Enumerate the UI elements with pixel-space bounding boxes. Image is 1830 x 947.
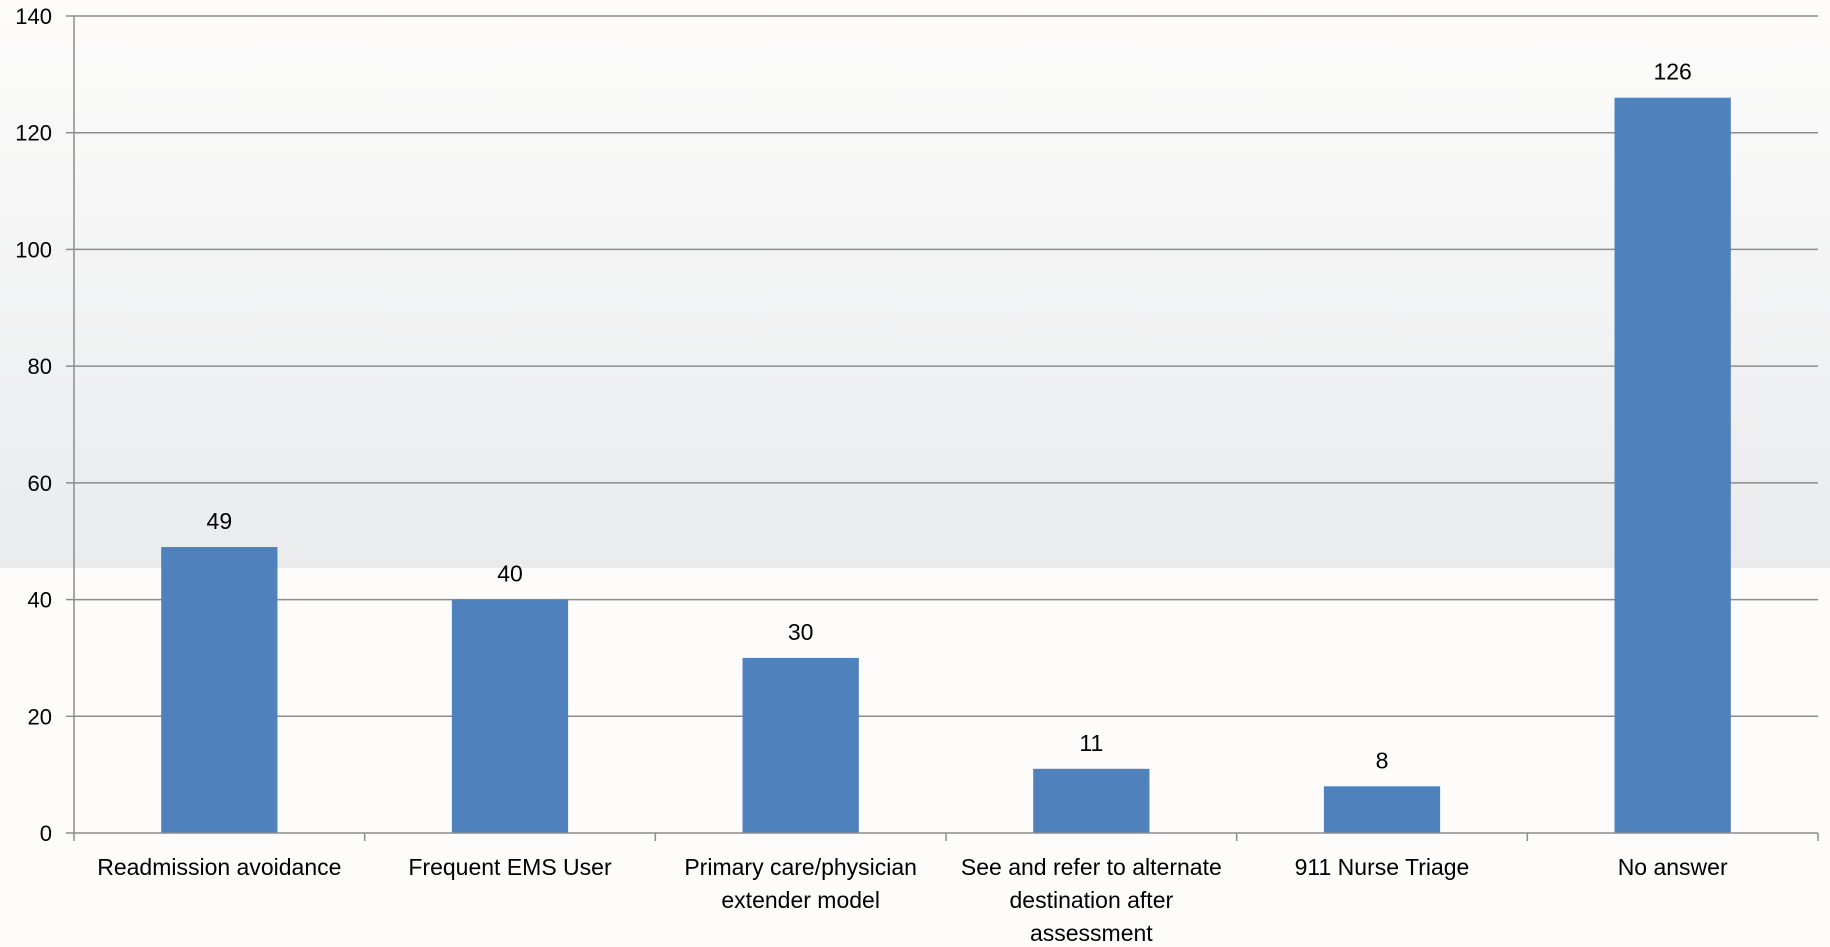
- x-category-label: Primary care/physician extender model: [684, 854, 917, 913]
- y-tick-label: 80: [28, 354, 52, 379]
- y-tick-label: 140: [15, 4, 52, 29]
- x-category-label: Readmission avoidance: [97, 854, 341, 880]
- data-label: 30: [788, 619, 814, 645]
- x-category-label-line: Primary care/physician: [684, 854, 917, 880]
- x-axis-labels: Readmission avoidance Frequent EMS User Pr…: [97, 854, 1728, 946]
- plot-background-band: [0, 0, 1830, 568]
- x-category-label-line: Frequent EMS User: [408, 854, 612, 880]
- bar: [451, 599, 569, 833]
- bar: [742, 657, 859, 833]
- axes: [73, 16, 1819, 841]
- data-label: 126: [1653, 59, 1691, 85]
- data-label: 11: [1079, 730, 1103, 756]
- y-tick-label: 120: [15, 121, 52, 146]
- data-label: 8: [1376, 747, 1389, 773]
- y-tick-label: 0: [40, 821, 52, 846]
- y-tick-label: 100: [15, 237, 52, 262]
- x-category-label-line: No answer: [1618, 854, 1728, 880]
- x-category-label-line: extender model: [721, 887, 880, 913]
- x-category-label: No answer: [1618, 854, 1728, 880]
- gridlines: [74, 15, 1818, 718]
- data-label: 40: [497, 561, 523, 587]
- data-label: 49: [207, 508, 233, 534]
- y-tick-label: 40: [28, 588, 52, 613]
- x-category-label-line: assessment: [1030, 920, 1153, 946]
- bars: [161, 97, 1731, 833]
- x-category-label: 911 Nurse Triage: [1295, 854, 1470, 880]
- y-axis-ticks: 0 20 40 60 80 100 120 140: [15, 4, 74, 846]
- x-category-label: See and refer to alternate destination af…: [961, 854, 1222, 946]
- x-category-label-line: destination after: [1009, 887, 1173, 913]
- bar: [161, 547, 278, 833]
- bar: [1614, 97, 1731, 833]
- y-tick-label: 20: [28, 704, 52, 729]
- x-category-label: Frequent EMS User: [408, 854, 612, 880]
- y-tick-label: 60: [28, 471, 52, 496]
- x-category-label-line: See and refer to alternate: [961, 854, 1222, 880]
- bar: [1033, 768, 1150, 833]
- data-labels: 49 40 30 11 8 126: [207, 59, 1692, 774]
- x-category-label-line: Readmission avoidance: [97, 854, 341, 880]
- x-category-label-line: 911 Nurse Triage: [1295, 854, 1470, 880]
- bar: [1323, 786, 1441, 833]
